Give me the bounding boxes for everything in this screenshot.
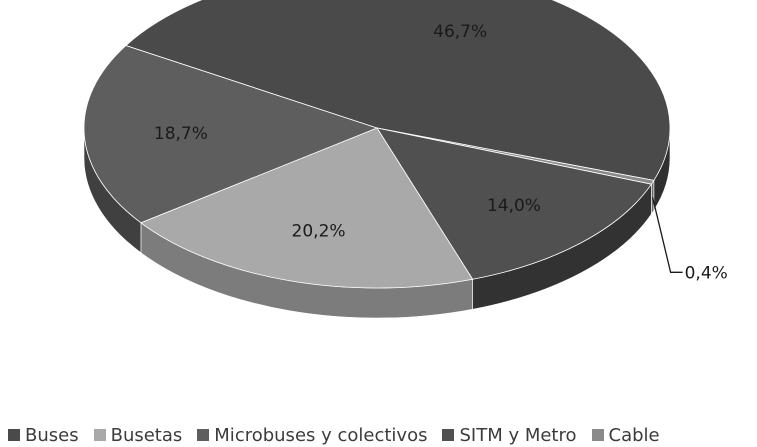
- slice-label-0: 46,7%: [433, 22, 487, 42]
- legend-swatch-microbuses: [197, 429, 210, 441]
- pie-chart: 46,7% 0,4% 14,0% 20,2% 18,7%: [83, 0, 728, 319]
- slice-label-1: 0,4%: [685, 263, 728, 283]
- slice-label-4: 18,7%: [154, 124, 208, 144]
- legend-swatch-sitm: [442, 429, 455, 441]
- legend-label-microbuses: Microbuses y colectivos: [214, 424, 428, 446]
- legend-swatch-busetas: [93, 429, 106, 441]
- legend-item-sitm: SITM y Metro: [442, 424, 577, 446]
- legend-label-busetas: Busetas: [110, 424, 183, 446]
- pie-slice-0: [125, 0, 671, 181]
- legend-label-buses: Buses: [25, 424, 79, 446]
- pie-side-1-0: [651, 179, 655, 216]
- legend-item-buses: Buses: [8, 425, 79, 446]
- pie-slice-3: [140, 127, 474, 289]
- pie-tops: [83, 0, 671, 289]
- legend-label-sitm: SITM y Metro: [459, 424, 577, 446]
- pie-slice-2: [376, 127, 653, 280]
- legend-item-microbuses: Microbuses y colectivos: [197, 425, 427, 446]
- legend-item-cable: Cable: [591, 424, 660, 446]
- leader-line-1: [651, 197, 683, 273]
- legend-label-cable: Cable: [608, 424, 660, 446]
- legend-swatch-cable: [591, 429, 604, 441]
- slice-label-3: 20,2%: [292, 221, 346, 241]
- pie-labels: 46,7% 0,4% 14,0% 20,2% 18,7%: [154, 22, 728, 283]
- pie-slice-4: [83, 45, 379, 224]
- legend-item-busetas: Busetas: [93, 424, 183, 446]
- legend-swatch-buses: [8, 429, 20, 441]
- legend: Buses Busetas Microbuses y colectivos SI…: [8, 424, 753, 446]
- slice-label-2: 14,0%: [487, 196, 541, 216]
